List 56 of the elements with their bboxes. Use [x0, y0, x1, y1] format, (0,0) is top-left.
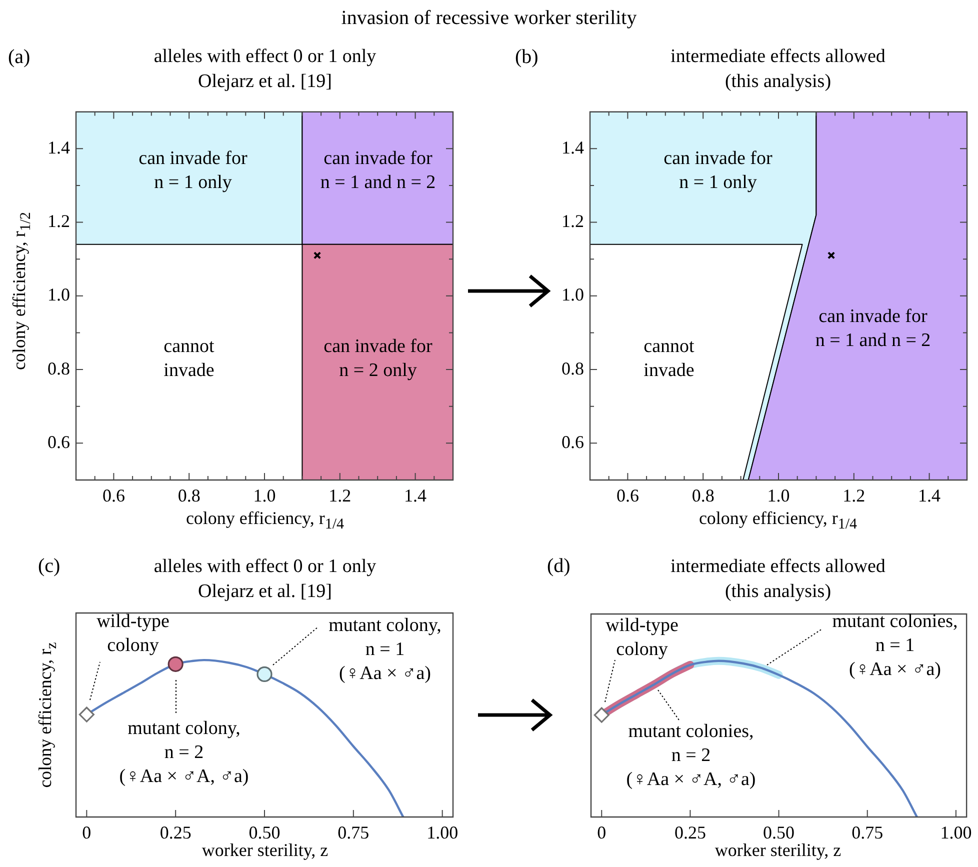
text: (d): [547, 554, 570, 579]
x-tick-label: 1.00: [426, 822, 458, 843]
chart-title: alleles with effect 0 or 1 only Olejarz et al. [19]: [152, 555, 378, 604]
annotation: can invade for n = 1 and n = 2: [320, 147, 436, 195]
annotation: can invade for n = 1 only: [138, 147, 248, 195]
x-tick-label: 0.75: [338, 822, 370, 843]
y-tick-label: 0.6: [48, 432, 70, 452]
x-tick-label: 1.4: [404, 486, 427, 506]
x-tick-label: 1.4: [918, 486, 941, 506]
y-tick-label: 1.0: [562, 284, 584, 305]
annotation: mutant colony, n = 2 (♀Aa × ♂A, ♂a): [119, 717, 249, 789]
text: wild-type colony: [96, 610, 170, 658]
x-tick-label: 1.2: [842, 486, 866, 506]
y-tick-label: 0.8: [562, 358, 584, 378]
x-tick-label: 0.25: [160, 822, 192, 843]
y-tick-label: 1.2: [562, 210, 584, 231]
x-axis-title: worker sterility, z: [202, 840, 328, 861]
x-tick-label: 0.8: [178, 486, 200, 506]
y-tick-label: 0.8: [48, 358, 70, 378]
x-tick-label: 1.00: [940, 822, 972, 843]
y-tick-label: 1.0: [48, 284, 70, 305]
annotation: mutant colony, n = 1 (♀Aa × ♂a): [328, 614, 442, 686]
annotation: mutant colonies, n = 1 (♀Aa × ♂a): [832, 610, 958, 682]
chart-title: intermediate effects allowed (this analysis): [670, 45, 886, 94]
text: (c): [38, 554, 60, 579]
x-axis-title: colony efficiency, r$_{1/4}$: [186, 508, 344, 534]
x-tick-label: 0.6: [616, 486, 639, 506]
chart-title: alleles with effect 0 or 1 only Olejarz et al. [19]: [152, 45, 378, 94]
y-tick-label: 1.4: [562, 137, 584, 158]
annotation: cannot invade: [164, 335, 214, 383]
x-tick-label: 0.75: [852, 822, 884, 843]
x-tick-label: 1.2: [328, 486, 352, 506]
annotation: can invade for n = 1 only: [664, 147, 772, 195]
text: (a): [8, 45, 30, 70]
x-axis-title: worker sterility, z: [714, 840, 842, 861]
text: wild-type colony: [606, 614, 678, 662]
x-tick-label: 0.8: [692, 486, 714, 506]
annotation: mutant colonies, n = 2 (♀Aa × ♂A, ♂a): [626, 720, 756, 792]
x-tick-label: 0: [82, 822, 92, 843]
annotation: can invade for n = 1 and n = 2: [815, 305, 931, 353]
y-tick-label: 1.4: [48, 137, 70, 158]
x-tick-label: 1.0: [767, 486, 790, 506]
y-tick-label: 0.6: [562, 432, 584, 452]
text: (b): [515, 45, 538, 70]
x-tick-label: 1.0: [253, 486, 276, 506]
annotation: can invade for n = 2 only: [324, 335, 432, 383]
x-tick-label: 0.50: [763, 822, 795, 843]
text: invasion of recessive worker sterility: [340, 6, 638, 31]
x-tick-label: 0.50: [248, 822, 280, 843]
x-tick-label: 0: [597, 822, 606, 843]
x-axis-title: colony efficiency, r$_{1/4}$: [698, 508, 858, 534]
x-tick-label: 0.6: [102, 486, 125, 506]
x-tick-label: 0.25: [674, 822, 706, 843]
chart-title: intermediate effects allowed (this analysis): [670, 555, 886, 604]
y-tick-label: 1.2: [48, 210, 70, 231]
annotation: cannot invade: [644, 335, 694, 383]
